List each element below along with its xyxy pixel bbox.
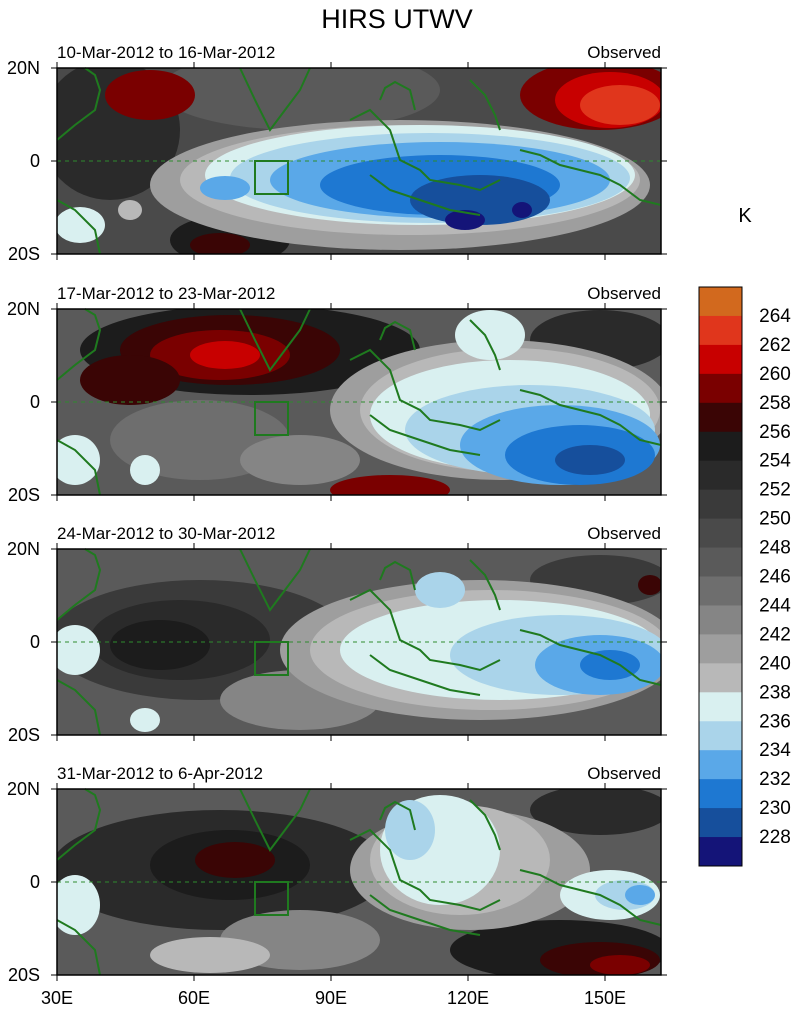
coastlines-2 [56,308,662,496]
colorbar-swatch [699,692,742,722]
colorbar-label: 262 [759,335,791,356]
panel-1-ytick-20n: 20N [7,58,40,78]
panel-1-ytick-20s: 20S [8,244,40,264]
colorbar-swatch [699,460,742,491]
panel-4-ytick-20s: 20S [8,965,40,985]
colorbar-label: 256 [759,422,791,443]
coastlines-3 [56,548,662,736]
xtick-120e: 120E [447,988,489,1008]
panel-4-ytick-0: 0 [30,872,40,892]
panel-2-period: 17-Mar-2012 to 23-Mar-2012 [57,284,275,303]
xtick-30e: 30E [41,988,73,1008]
panel-4-period: 31-Mar-2012 to 6-Apr-2012 [57,764,263,783]
analysis-box-4 [254,881,289,916]
colorbar-label: 232 [759,769,791,790]
map-panel-3: 24-Mar-2012 to 30-Mar-2012 Observed 20N … [7,524,667,745]
colorbar-label: 264 [759,306,791,327]
panel-3-ytick-20n: 20N [7,539,40,559]
colorbar-swatch [699,837,742,867]
figure-title: HIRS UTWV [321,4,473,34]
panel-3-ytick-20s: 20S [8,725,40,745]
colorbar-swatch [699,344,742,375]
colorbar-label: 236 [759,711,791,732]
analysis-box-3 [254,641,289,676]
map-panel-1: 10-Mar-2012 to 16-Mar-2012 Observed 20N … [7,43,667,264]
panel-2-label: Observed [587,284,661,303]
colorbar-label: 240 [759,653,791,674]
colorbar-swatch [699,489,742,520]
colorbar-swatch [699,808,742,838]
colorbar-swatch [699,287,742,317]
panel-1-ytick-0: 0 [30,151,40,171]
colorbar-swatch [699,402,742,433]
panel-3-ytick-0: 0 [30,632,40,652]
utwv-field-2 [57,309,661,495]
panel-2-ytick-20n: 20N [7,299,40,319]
coastlines-1 [56,67,662,255]
units-label: K [738,205,752,227]
analysis-box-2 [254,401,289,436]
xtick-90e: 90E [315,988,347,1008]
colorbar-swatch [699,547,742,577]
utwv-field-4 [57,789,661,975]
colorbar-label: 250 [759,509,791,530]
panel-1-label: Observed [587,43,661,62]
colorbar-label: 228 [759,827,791,848]
colorbar-swatch [699,779,742,809]
colorbar-label: 244 [759,595,791,616]
colorbar-swatch [699,605,742,635]
colorbar-label: 234 [759,740,791,761]
colorbar-swatch [699,663,742,693]
colorbar-label: 248 [759,538,791,559]
xtick-60e: 60E [178,988,210,1008]
map-panel-2: 17-Mar-2012 to 23-Mar-2012 Observed 20N … [7,284,667,505]
colorbar-swatch [699,576,742,606]
colorbar-swatch [699,634,742,664]
colorbar-label: 258 [759,393,791,414]
colorbar-label: 246 [759,567,791,588]
colorbar-swatch [699,750,742,780]
colorbar-swatch [699,518,742,549]
analysis-box-1 [254,160,289,195]
xtick-150e: 150E [584,988,626,1008]
map-panel-4: 31-Mar-2012 to 6-Apr-2012 Observed 20N 0… [7,764,667,985]
utwv-field-1 [57,68,661,254]
colorbar-swatch [699,315,742,346]
colorbar-label: 254 [759,451,791,472]
utwv-field-3 [57,549,661,735]
colorbar-swatch [699,431,742,462]
colorbar-label: 252 [759,480,791,501]
colorbar-label: 260 [759,364,791,385]
colorbar-label: 230 [759,798,791,819]
colorbar-border [698,286,743,867]
panel-3-period: 24-Mar-2012 to 30-Mar-2012 [57,524,275,543]
panel-3-label: Observed [587,524,661,543]
coastlines-4 [56,788,662,976]
panel-2-ytick-20s: 20S [8,485,40,505]
colorbar-label: 238 [759,682,791,703]
panel-1-period: 10-Mar-2012 to 16-Mar-2012 [57,43,275,62]
panel-4-label: Observed [587,764,661,783]
colorbar: 264 262 260 258 256 254 252 250 248 246 244 242 240 2… [698,286,791,867]
colorbar-label: 242 [759,624,791,645]
colorbar-swatch [699,721,742,751]
panel-2-ytick-0: 0 [30,392,40,412]
colorbar-swatch [699,373,742,404]
panel-4-ytick-20n: 20N [7,779,40,799]
